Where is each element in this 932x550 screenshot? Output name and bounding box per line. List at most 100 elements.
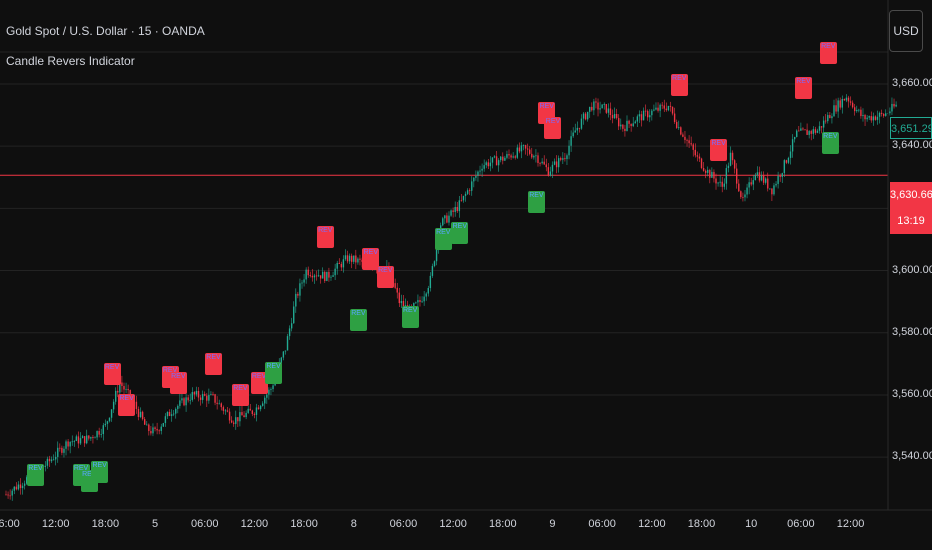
candle-body xyxy=(851,102,854,108)
buy-signal-icon[interactable]: REV xyxy=(26,464,44,487)
buy-signal-icon[interactable]: REV xyxy=(265,361,283,384)
candle-body xyxy=(483,165,485,169)
candle-body xyxy=(806,129,808,135)
candle-body xyxy=(762,175,765,183)
candle-body xyxy=(158,430,160,432)
candle-body xyxy=(576,127,579,131)
candle-body xyxy=(653,109,655,111)
candle-body xyxy=(135,401,138,409)
candle-body xyxy=(164,416,167,424)
time-tick-label: 06:00 xyxy=(588,518,616,530)
grid xyxy=(0,51,888,458)
candle-body xyxy=(284,350,287,352)
sell-signal-icon[interactable]: REV xyxy=(118,393,136,416)
buy-signal-icon[interactable]: REV xyxy=(349,308,367,331)
sell-signal-icon[interactable]: REV xyxy=(169,372,187,395)
candle-body xyxy=(700,158,703,168)
sell-signal-icon[interactable]: REV xyxy=(710,138,728,161)
candle-body xyxy=(253,413,256,415)
candle-body xyxy=(802,128,804,130)
candle-body xyxy=(787,157,790,163)
sell-signal-icon[interactable]: REV xyxy=(316,225,334,248)
candle-body xyxy=(626,120,628,132)
candle-body xyxy=(649,115,651,118)
candle-body xyxy=(319,275,322,279)
candle-body xyxy=(661,104,663,106)
candle-body xyxy=(584,113,587,120)
candle-body xyxy=(659,104,661,111)
candle-body xyxy=(90,437,92,439)
candle-body xyxy=(690,143,692,145)
candle-body xyxy=(698,156,701,159)
candle-body xyxy=(880,112,883,114)
candle-body xyxy=(148,424,150,432)
sell-signal-icon[interactable]: REV xyxy=(205,353,222,376)
candle-body xyxy=(655,107,657,110)
candle-body xyxy=(462,195,465,201)
currency-button[interactable]: USD xyxy=(889,10,923,52)
candle-body xyxy=(222,407,225,411)
candle-body xyxy=(516,147,518,158)
candle-body xyxy=(541,161,543,164)
candle-body xyxy=(156,428,158,431)
candle-body xyxy=(605,104,607,113)
candle-body xyxy=(750,182,752,185)
buy-signal-icon[interactable]: REV xyxy=(401,305,419,328)
candle-body xyxy=(154,427,156,429)
sell-signal-icon[interactable]: REV xyxy=(794,76,812,99)
candle-body xyxy=(895,104,897,107)
sell-signal-icon[interactable]: REV xyxy=(544,117,562,140)
candle-body xyxy=(808,131,810,135)
candle-body xyxy=(564,158,566,160)
candle-body xyxy=(197,390,200,398)
candle-body xyxy=(562,158,564,160)
candle-body xyxy=(580,118,583,129)
indicator-name[interactable]: Candle Revers Indicator xyxy=(6,54,135,68)
candle-body xyxy=(723,183,725,187)
sell-signal-icon[interactable]: REV xyxy=(376,266,394,289)
candle-body xyxy=(54,456,57,460)
candle-body xyxy=(185,397,187,406)
candle-body xyxy=(456,206,458,212)
candle-body xyxy=(841,98,843,108)
candle-body xyxy=(533,155,535,158)
buy-signal-icon[interactable]: REV xyxy=(527,190,545,213)
candle-body xyxy=(613,113,616,119)
candle-body xyxy=(106,421,109,424)
buy-signal-icon[interactable]: REV xyxy=(91,461,109,484)
candle-body xyxy=(241,412,243,416)
candle-body xyxy=(342,259,345,268)
buy-signal-icon[interactable]: REV xyxy=(434,227,452,250)
buy-signal-icon[interactable]: REV xyxy=(451,221,469,244)
candle-body xyxy=(885,113,887,116)
sell-signal-icon[interactable]: REV xyxy=(670,73,688,96)
candle-body xyxy=(657,107,659,111)
candle-body xyxy=(618,118,620,127)
symbol-title[interactable]: Gold Spot / U.S. Dollar · 15 · OANDA xyxy=(6,24,205,38)
sell-signal-icon[interactable]: REV xyxy=(103,362,121,385)
candle-body xyxy=(468,190,471,192)
candle-body xyxy=(17,484,20,490)
candle-body xyxy=(110,409,113,418)
candle-body xyxy=(775,183,777,186)
candle-body xyxy=(686,139,688,141)
candle-body xyxy=(249,408,251,411)
candle-body xyxy=(615,113,618,119)
buy-signal-icon[interactable]: REV xyxy=(821,131,839,154)
candle-body xyxy=(586,111,589,120)
candle-body xyxy=(624,128,626,132)
sell-signal-icon[interactable]: REV xyxy=(362,247,380,270)
candle-body xyxy=(578,127,581,129)
candle-body xyxy=(557,158,560,168)
sell-signal-icon[interactable]: REV xyxy=(231,384,249,407)
candle-body xyxy=(760,175,763,181)
candle-body xyxy=(572,132,574,137)
candle-body xyxy=(11,490,13,496)
sell-signal-icon[interactable]: REV xyxy=(250,372,268,395)
candle-body xyxy=(682,134,684,137)
candle-body xyxy=(665,108,668,111)
candle-body xyxy=(121,382,123,387)
sell-signal-icon[interactable]: REV xyxy=(819,42,837,65)
candle-body xyxy=(413,303,415,307)
